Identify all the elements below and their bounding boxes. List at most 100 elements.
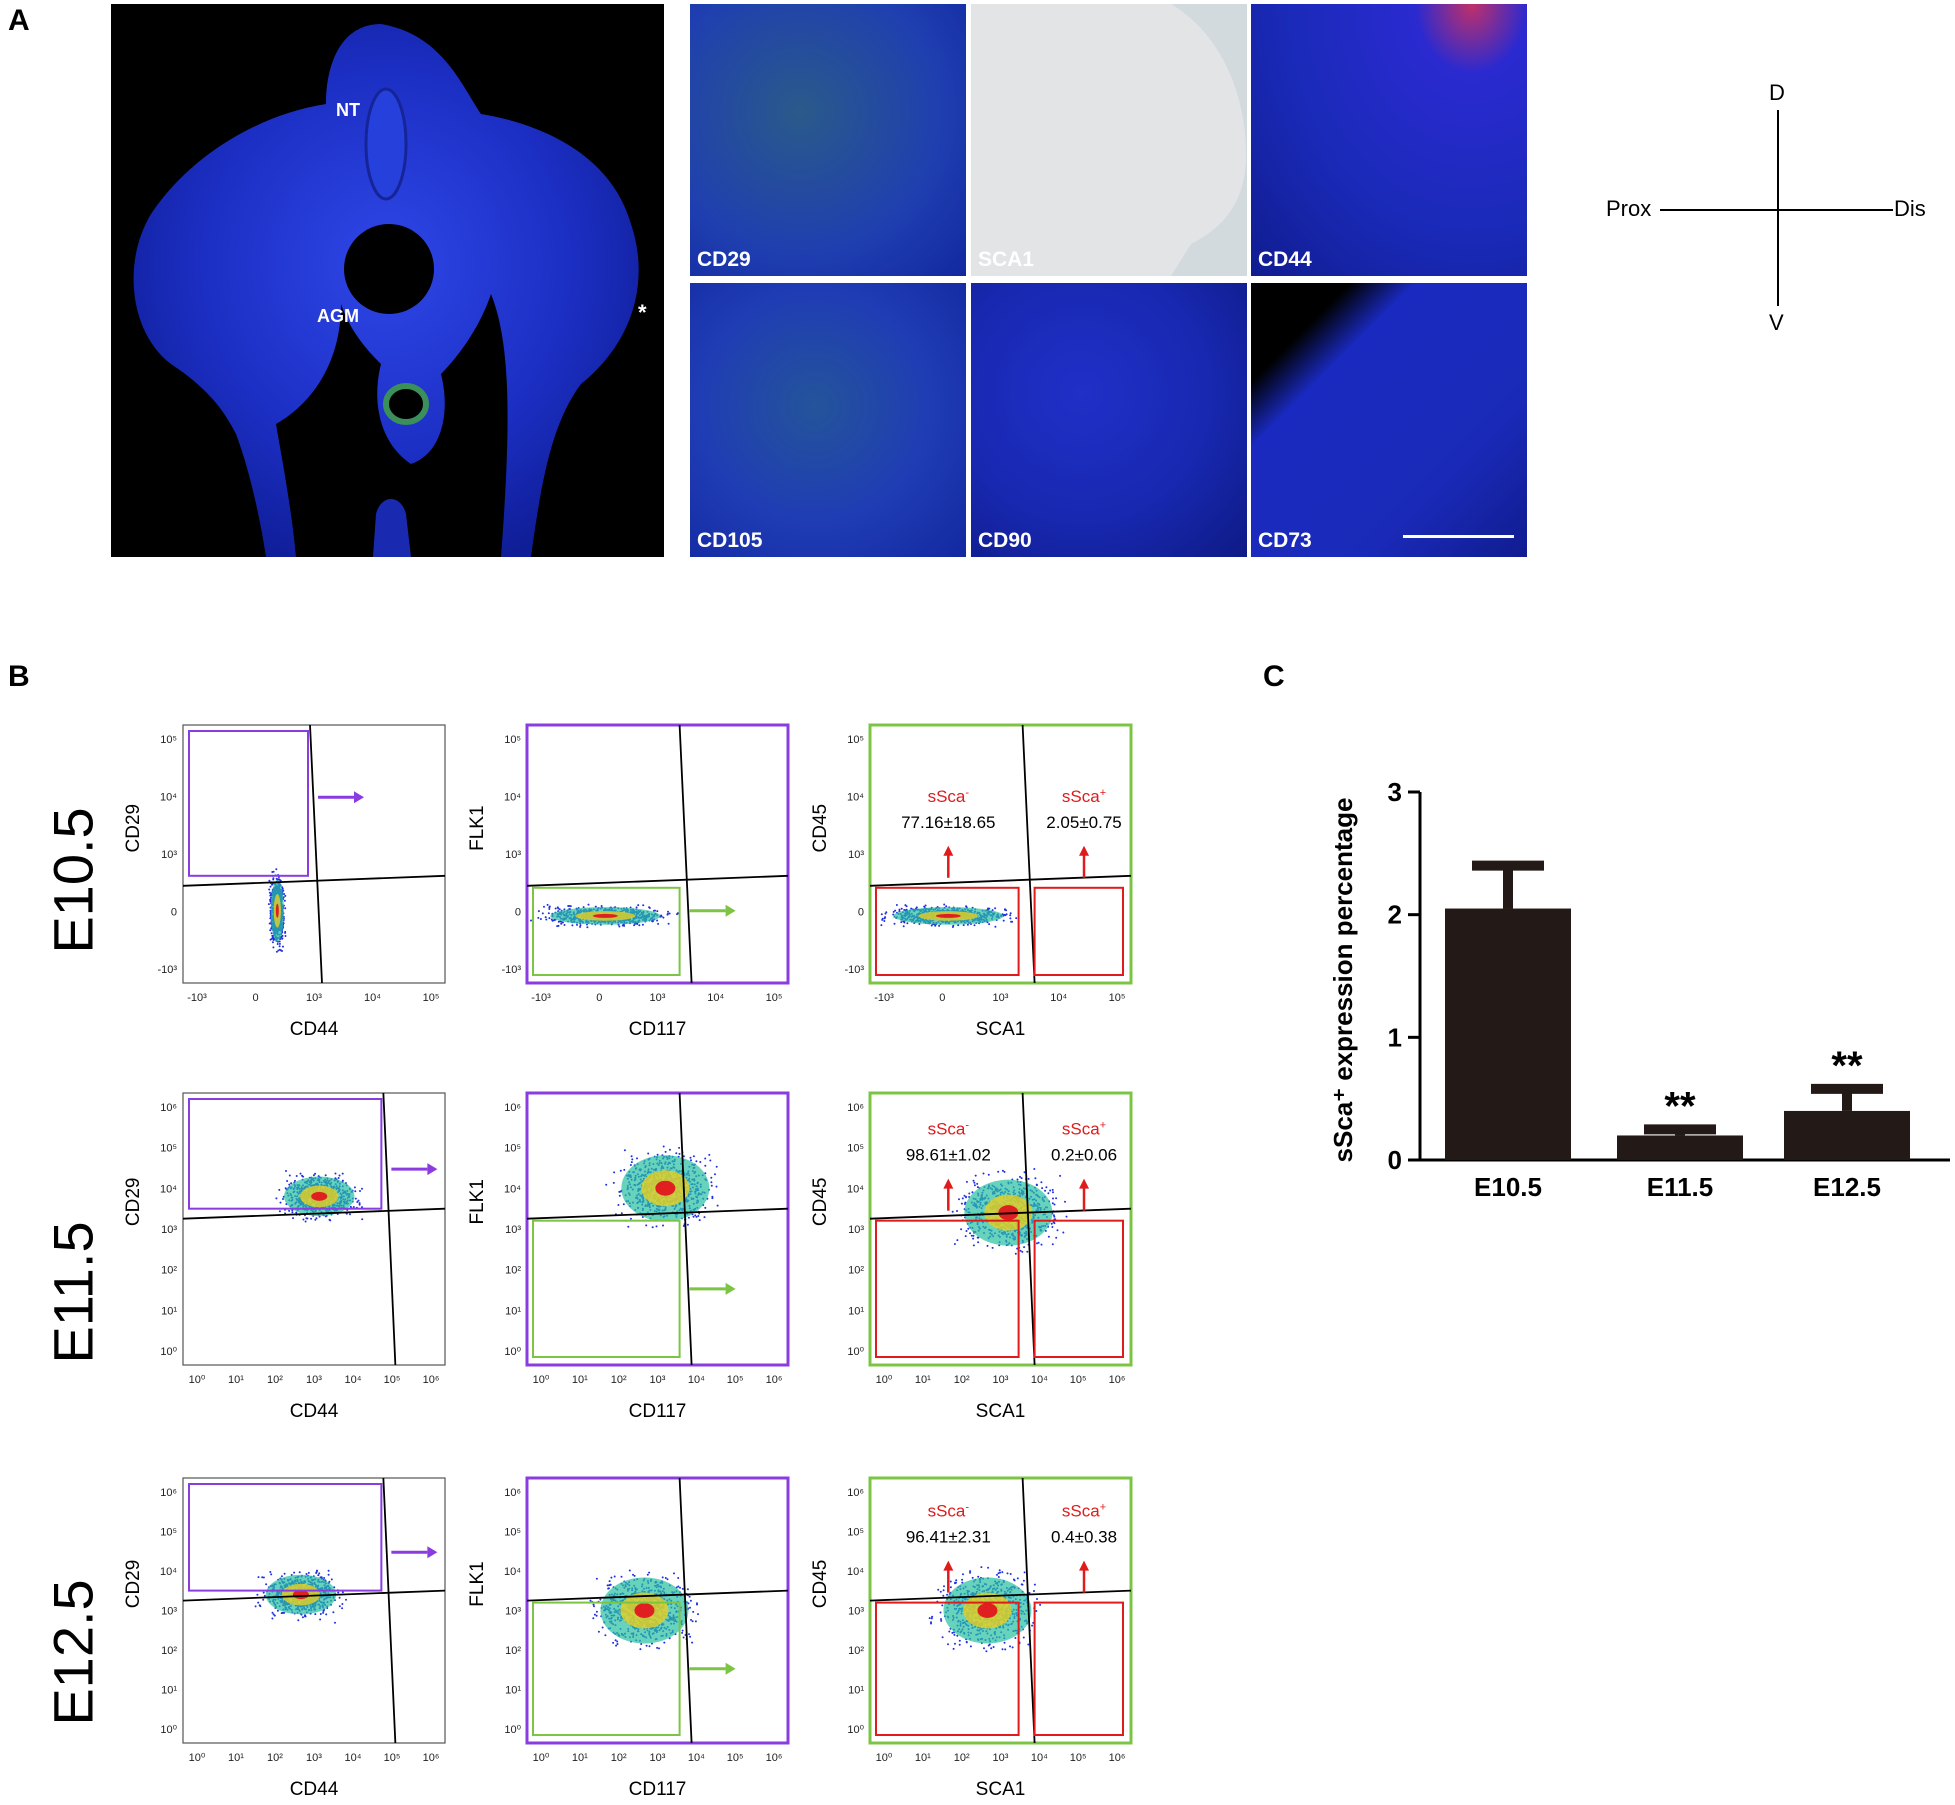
x-tick-label: 10⁴	[1031, 1374, 1048, 1386]
event-dot	[987, 907, 989, 910]
event-dot	[976, 1186, 979, 1189]
plot-frame	[182, 724, 446, 984]
orientation-vertical-line	[1777, 110, 1779, 306]
event-dot	[972, 1244, 975, 1247]
event-dot	[647, 1152, 650, 1155]
x-tick-label: 10⁴	[707, 992, 724, 1004]
event-dot	[885, 911, 888, 914]
event-dot	[307, 1571, 310, 1574]
event-dot	[1056, 1229, 1059, 1232]
event-dot	[657, 922, 660, 925]
marker-panel-cd73: CD73	[1251, 283, 1527, 557]
y-tick-label: 10⁵	[847, 1143, 864, 1155]
event-dot	[563, 924, 566, 926]
event-dot	[1005, 913, 1008, 916]
event-dot	[272, 946, 275, 949]
marker-panel-cd44: CD44	[1251, 4, 1527, 276]
event-dot	[960, 1228, 963, 1231]
event-dot	[637, 904, 640, 907]
event-dot	[656, 919, 659, 922]
event-dot	[613, 1171, 616, 1174]
event-dot	[923, 905, 926, 908]
y-tick-label: 10³	[848, 1224, 864, 1236]
event-dot	[630, 1155, 633, 1158]
event-dot	[579, 925, 582, 928]
event-dot	[1052, 1214, 1055, 1217]
event-dot	[704, 1157, 707, 1160]
x-tick-label: 10²	[611, 1374, 627, 1386]
event-dot	[906, 922, 909, 925]
y-axis-title: CD45	[810, 1178, 831, 1227]
event-dot	[605, 1183, 608, 1186]
event-dot	[619, 1169, 622, 1172]
event-dot	[618, 1194, 621, 1197]
event-dot	[622, 1203, 625, 1206]
event-dot	[269, 917, 272, 920]
y-tick-label: 10³	[505, 849, 521, 861]
event-dot	[277, 949, 280, 952]
event-dot	[682, 1225, 685, 1227]
event-dot	[319, 1613, 322, 1615]
event-dot	[319, 1618, 322, 1621]
event-dot	[704, 1206, 707, 1209]
x-tick-label: 10⁴	[364, 992, 381, 1004]
event-dot	[1055, 1197, 1058, 1200]
event-dot	[317, 1574, 320, 1577]
event-dot	[312, 1174, 315, 1177]
event-dot	[301, 1616, 304, 1619]
event-dot	[268, 888, 271, 891]
x-axis-title: SCA1	[976, 1019, 1026, 1040]
x-tick-label: 10²	[954, 1374, 970, 1386]
event-dot	[541, 912, 544, 915]
event-dot	[698, 1219, 701, 1222]
event-dot	[278, 1188, 281, 1191]
x-tick-label: 0	[939, 992, 945, 1004]
event-dot	[962, 924, 965, 927]
event-dot	[315, 1217, 318, 1220]
event-dot	[1040, 1181, 1043, 1184]
x-tick-label: 10³	[650, 992, 666, 1004]
event-dot	[316, 1569, 318, 1572]
gate-name-negative: sSca-	[928, 787, 970, 806]
event-dot	[278, 940, 281, 943]
event-dot	[1047, 1192, 1050, 1195]
event-dot	[952, 924, 955, 927]
event-dot	[994, 925, 997, 928]
overview-section-drawing	[133, 24, 639, 557]
event-dot	[569, 905, 572, 908]
event-dot	[330, 1578, 333, 1581]
event-dot	[660, 915, 663, 918]
x-tick-label: 10⁶	[1109, 1374, 1126, 1386]
event-dot	[894, 909, 897, 912]
event-dot	[547, 912, 550, 915]
event-dot	[284, 935, 287, 937]
event-dot	[550, 918, 553, 921]
event-dot	[633, 924, 636, 927]
event-dot	[662, 1224, 664, 1227]
y-tick-label: 10⁰	[504, 1346, 521, 1358]
gate-name-positive: sSca+	[1062, 1120, 1106, 1139]
event-dot	[623, 1149, 626, 1152]
event-dot	[703, 1216, 706, 1219]
event-dot	[537, 916, 540, 919]
event-dot	[956, 1210, 958, 1212]
x-axis-title: CD117	[629, 1401, 687, 1422]
event-dot	[918, 923, 921, 925]
event-dot	[969, 1232, 972, 1235]
event-dot	[968, 1192, 971, 1195]
event-dot	[554, 907, 557, 910]
event-dot	[358, 1203, 361, 1206]
event-dot	[972, 1237, 975, 1240]
event-dot	[652, 909, 655, 912]
x-tick-label: 10⁵	[423, 992, 440, 1004]
event-dot	[279, 879, 282, 882]
x-tick-label: 10¹	[572, 1374, 588, 1386]
event-dot	[1050, 1222, 1053, 1225]
event-dot	[675, 1152, 678, 1155]
event-dot	[292, 1217, 294, 1220]
event-dot	[1045, 1186, 1048, 1189]
overview-label-asterisk: *	[638, 300, 647, 325]
orientation-proximal-label: Prox	[1606, 196, 1652, 221]
x-axis-title: CD44	[290, 1401, 339, 1422]
orientation-horizontal-line	[1660, 209, 1893, 211]
